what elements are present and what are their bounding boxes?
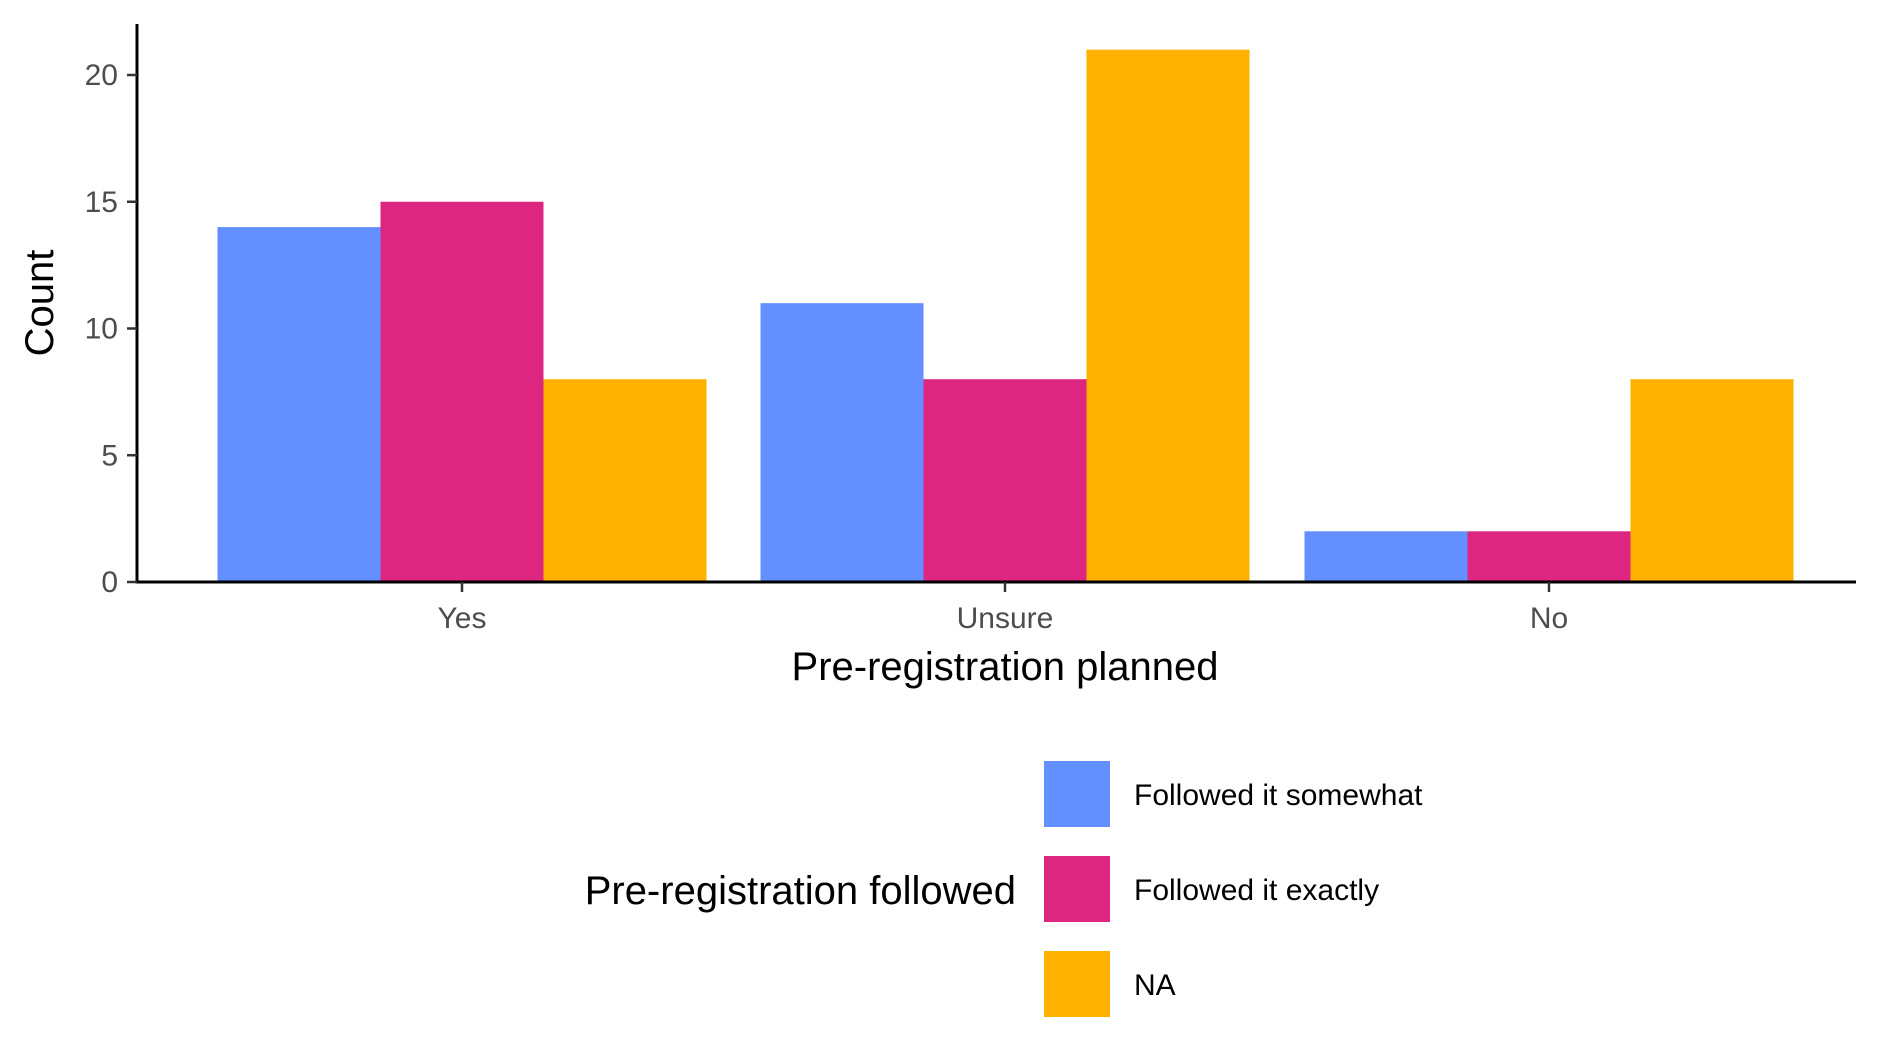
bar-unsure-followed-it-exactly — [923, 379, 1087, 582]
x-tick-label: Yes — [438, 602, 487, 635]
legend-label: Followed it exactly — [1134, 874, 1379, 907]
y-tick-label: 15 — [85, 186, 118, 219]
legend-key-na — [1044, 951, 1110, 1017]
y-ticks-group: 0 5 10 15 20 — [85, 59, 137, 599]
y-tick-label: 5 — [101, 439, 118, 472]
legend-title: Pre-registration followed — [585, 869, 1016, 913]
bar-no-followed-it-somewhat — [1304, 531, 1468, 582]
x-tick-label: Unsure — [957, 602, 1054, 635]
legend-items: Followed it somewhat Followed it exactly N… — [1044, 761, 1423, 1017]
legend-key-followed-it-exactly — [1044, 856, 1110, 922]
x-ticks-group: Yes Unsure No — [438, 582, 1568, 635]
legend-key-followed-it-somewhat — [1044, 761, 1110, 827]
x-tick-label: No — [1530, 602, 1568, 635]
bar-yes-na — [543, 379, 707, 582]
bars-group — [217, 49, 1794, 582]
y-tick-label: 0 — [101, 566, 118, 599]
bar-no-followed-it-exactly — [1467, 531, 1631, 582]
legend-label: Followed it somewhat — [1134, 779, 1423, 812]
legend: Pre-registration followed Followed it so… — [585, 761, 1423, 1017]
bar-yes-followed-it-somewhat — [217, 227, 381, 582]
axes-group — [135, 24, 1856, 584]
y-tick-label: 10 — [85, 313, 118, 346]
bar-no-na — [1630, 379, 1794, 582]
bar-unsure-na — [1086, 49, 1250, 582]
y-axis-title: Count — [18, 250, 62, 357]
y-tick-label: 20 — [85, 59, 118, 92]
bar-yes-followed-it-exactly — [380, 201, 544, 582]
legend-label: NA — [1134, 969, 1176, 1002]
bar-unsure-followed-it-somewhat — [760, 303, 924, 582]
x-axis-title: Pre-registration planned — [792, 645, 1219, 689]
